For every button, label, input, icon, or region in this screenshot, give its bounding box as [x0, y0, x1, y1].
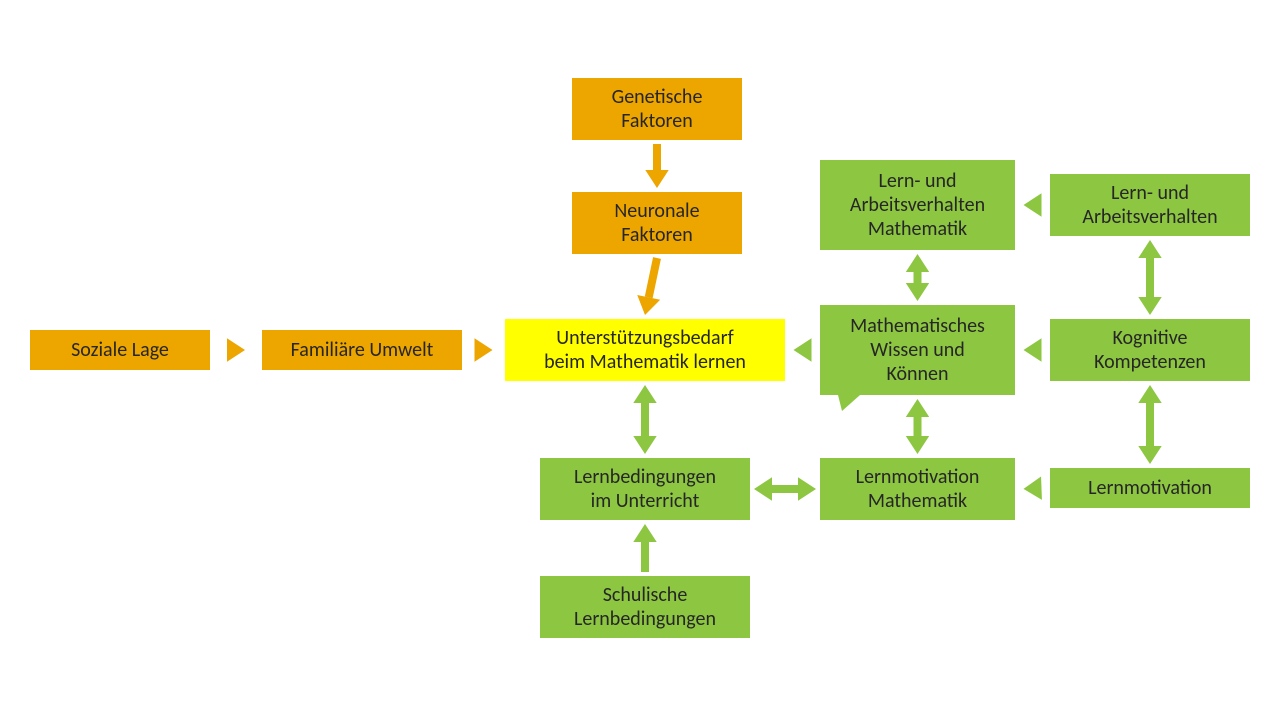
node-genetische: GenetischeFaktoren	[572, 78, 742, 140]
node-lernmot_math: LernmotivationMathematik	[820, 458, 1015, 520]
node-schulische: SchulischeLernbedingungen	[540, 576, 750, 638]
node-lernmot: Lernmotivation	[1050, 468, 1250, 508]
node-lav: Lern- undArbeitsverhalten	[1050, 174, 1250, 236]
node-neuronale: NeuronaleFaktoren	[572, 192, 742, 254]
node-unterstuetzung: Unterstützungsbedarfbeim Mathematik lern…	[505, 319, 785, 381]
node-soziale: Soziale Lage	[30, 330, 210, 370]
node-math_wissen: MathematischesWissen undKönnen	[820, 305, 1015, 395]
node-familiaere: Familiäre Umwelt	[262, 330, 462, 370]
node-lav_math: Lern- undArbeitsverhaltenMathematik	[820, 160, 1015, 250]
diagram-stage: GenetischeFaktoren NeuronaleFaktoren Sozia…	[0, 0, 1280, 720]
node-lernbed_unt: Lernbedingungenim Unterricht	[540, 458, 750, 520]
node-kognitive: KognitiveKompetenzen	[1050, 319, 1250, 381]
